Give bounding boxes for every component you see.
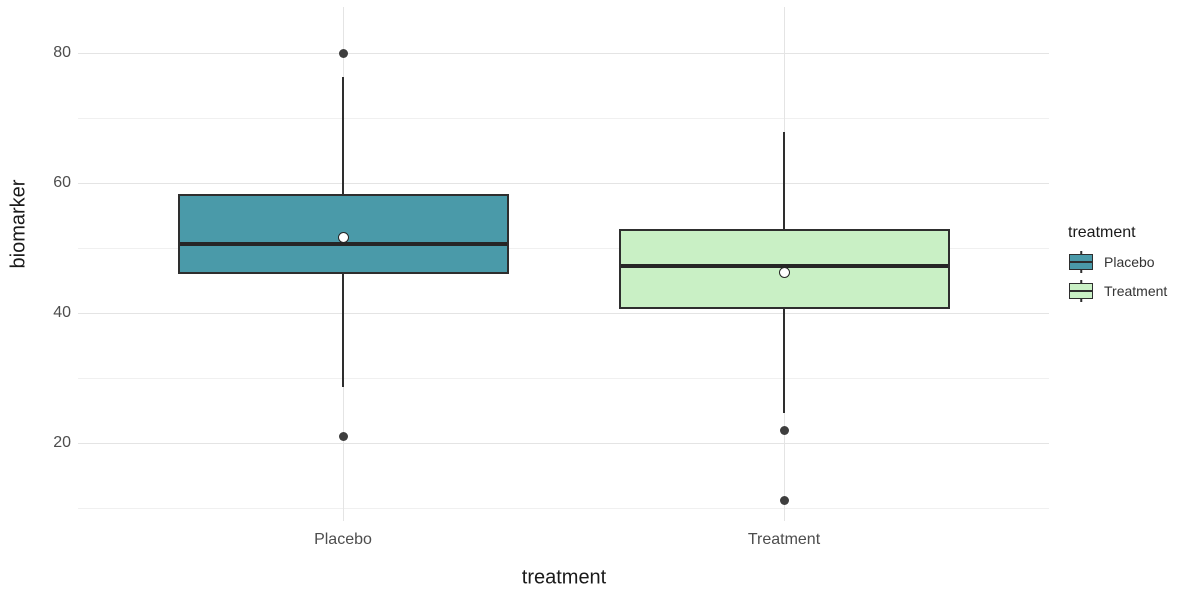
outlier-placebo-1	[338, 432, 348, 442]
gridline-major-y-80	[78, 52, 1049, 54]
y-tick-label-60: 60	[53, 174, 71, 192]
box-placebo	[177, 194, 509, 275]
y-tick-label-20: 20	[53, 434, 71, 452]
gridline-minor-y-10	[78, 507, 1049, 509]
legend-item-placebo: Placebo	[1068, 251, 1167, 273]
gridline-major-y-20	[78, 442, 1049, 444]
gridline-major-y-40	[78, 312, 1049, 314]
x-tick-label-treatment: Treatment	[747, 531, 821, 548]
outlier-treatment-0	[779, 426, 789, 436]
plot-panel	[78, 7, 1049, 521]
gridline-minor-y-30	[78, 377, 1049, 379]
y-tick-label-40: 40	[53, 304, 71, 322]
legend-label-treatment: Treatment	[1104, 283, 1168, 299]
outlier-placebo-0	[338, 48, 348, 58]
y-tick-label-80: 80	[53, 44, 71, 62]
x-tick-label-placebo: Placebo	[314, 531, 372, 548]
legend-key-median	[1069, 261, 1093, 263]
gridline-major-y-60	[78, 182, 1049, 184]
legend-title: treatment	[1068, 224, 1136, 241]
median-placebo	[179, 241, 507, 246]
legend-key-boxplot-icon	[1068, 280, 1094, 302]
outlier-treatment-1	[779, 496, 789, 506]
legend-key-boxplot-icon	[1068, 251, 1094, 273]
gridline-minor-y-50	[78, 247, 1049, 249]
legend-items: Placebo Treatment	[1068, 251, 1167, 302]
median-treatment	[620, 263, 948, 268]
mean-treatment	[778, 267, 790, 279]
legend-label-placebo: Placebo	[1104, 254, 1155, 270]
legend-item-treatment: Treatment	[1068, 280, 1167, 302]
mean-placebo	[337, 232, 349, 244]
x-axis-title: treatment	[521, 566, 607, 589]
legend-key-median	[1069, 290, 1093, 292]
y-axis-title: biomarker	[7, 179, 30, 269]
gridline-minor-y-70	[78, 117, 1049, 119]
legend: treatment Placebo Treatment	[1068, 224, 1167, 309]
